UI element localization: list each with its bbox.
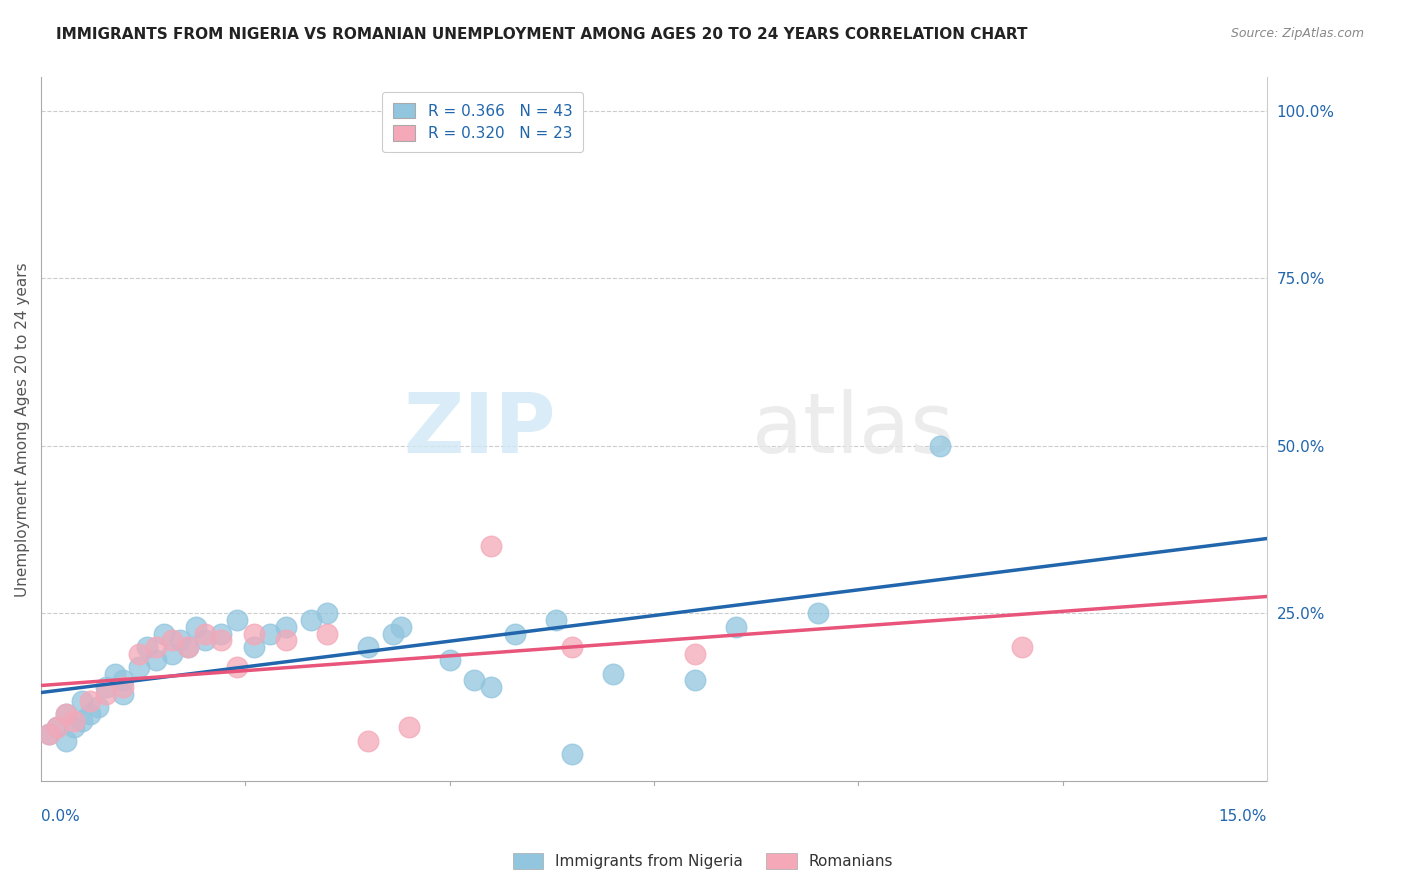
Point xyxy=(561,640,583,654)
Point xyxy=(111,687,134,701)
Point xyxy=(209,633,232,648)
Point xyxy=(160,647,183,661)
Point xyxy=(177,640,200,654)
Point xyxy=(242,626,264,640)
Point xyxy=(87,700,110,714)
Text: ZIP: ZIP xyxy=(404,389,555,470)
Point xyxy=(111,680,134,694)
Point xyxy=(503,626,526,640)
Point xyxy=(96,687,118,701)
Text: 15.0%: 15.0% xyxy=(1219,809,1267,824)
Point xyxy=(160,633,183,648)
Point xyxy=(544,613,567,627)
Point xyxy=(46,720,69,734)
Point xyxy=(55,733,77,747)
Point xyxy=(46,720,69,734)
Point xyxy=(276,620,298,634)
Point xyxy=(357,640,380,654)
Point xyxy=(177,640,200,654)
Point xyxy=(145,653,167,667)
Point xyxy=(62,714,84,728)
Point xyxy=(561,747,583,762)
Point xyxy=(169,633,191,648)
Point xyxy=(111,673,134,688)
Text: Source: ZipAtlas.com: Source: ZipAtlas.com xyxy=(1230,27,1364,40)
Text: atlas: atlas xyxy=(752,389,953,470)
Point xyxy=(357,733,380,747)
Point xyxy=(128,660,150,674)
Point xyxy=(96,680,118,694)
Point xyxy=(929,439,952,453)
Point xyxy=(316,626,339,640)
Point xyxy=(128,647,150,661)
Point xyxy=(70,693,93,707)
Point xyxy=(439,653,461,667)
Point xyxy=(226,613,249,627)
Point xyxy=(479,540,502,554)
Point xyxy=(299,613,322,627)
Point xyxy=(62,720,84,734)
Point xyxy=(209,626,232,640)
Text: IMMIGRANTS FROM NIGERIA VS ROMANIAN UNEMPLOYMENT AMONG AGES 20 TO 24 YEARS CORRE: IMMIGRANTS FROM NIGERIA VS ROMANIAN UNEM… xyxy=(56,27,1028,42)
Point xyxy=(79,693,101,707)
Point xyxy=(602,666,624,681)
Point xyxy=(463,673,485,688)
Point xyxy=(806,607,828,621)
Point xyxy=(389,620,412,634)
Point xyxy=(398,720,420,734)
Point xyxy=(724,620,747,634)
Point xyxy=(193,633,215,648)
Text: 0.0%: 0.0% xyxy=(41,809,80,824)
Point xyxy=(145,640,167,654)
Point xyxy=(381,626,404,640)
Point xyxy=(38,727,60,741)
Point xyxy=(1011,640,1033,654)
Point xyxy=(226,660,249,674)
Y-axis label: Unemployment Among Ages 20 to 24 years: Unemployment Among Ages 20 to 24 years xyxy=(15,262,30,597)
Point xyxy=(152,626,174,640)
Point xyxy=(193,626,215,640)
Point xyxy=(104,666,127,681)
Point xyxy=(55,706,77,721)
Point xyxy=(479,680,502,694)
Point xyxy=(259,626,281,640)
Point xyxy=(55,706,77,721)
Point xyxy=(70,714,93,728)
Point xyxy=(79,706,101,721)
Legend: Immigrants from Nigeria, Romanians: Immigrants from Nigeria, Romanians xyxy=(506,847,900,875)
Point xyxy=(683,647,706,661)
Point xyxy=(186,620,208,634)
Point xyxy=(276,633,298,648)
Point xyxy=(242,640,264,654)
Point xyxy=(683,673,706,688)
Point xyxy=(136,640,159,654)
Legend: R = 0.366   N = 43, R = 0.320   N = 23: R = 0.366 N = 43, R = 0.320 N = 23 xyxy=(382,92,583,152)
Point xyxy=(316,607,339,621)
Point xyxy=(38,727,60,741)
